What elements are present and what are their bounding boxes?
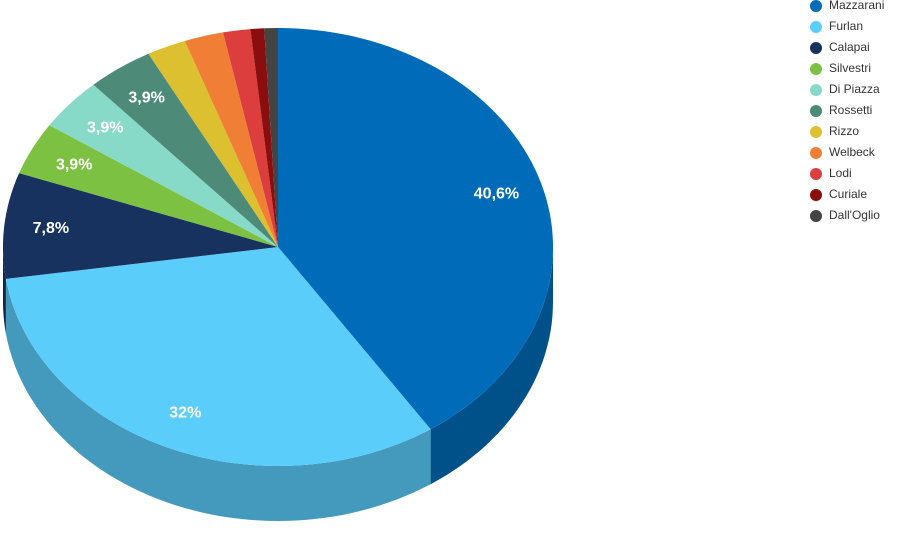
pie-slice bbox=[5, 247, 431, 466]
legend-marker bbox=[810, 21, 822, 33]
legend-marker bbox=[810, 210, 822, 222]
value-label: 7,8% bbox=[33, 220, 69, 237]
legend-marker bbox=[810, 189, 822, 201]
pie-slice-side bbox=[430, 247, 553, 485]
legend-text: Dall'Oglio bbox=[829, 208, 880, 222]
pie-slice-side bbox=[5, 278, 431, 521]
legend-text: Calapai bbox=[829, 40, 870, 54]
legend-text: Rizzo bbox=[829, 124, 859, 138]
legend-text: Lodi bbox=[829, 166, 852, 180]
pie-slice bbox=[19, 125, 278, 247]
legend-text: Furlan bbox=[829, 19, 863, 33]
legend-marker bbox=[810, 84, 822, 96]
legend-marker bbox=[810, 63, 822, 75]
legend-text: Rossetti bbox=[829, 103, 872, 117]
legend-marker bbox=[810, 0, 822, 12]
legend-marker bbox=[810, 105, 822, 117]
legend-marker bbox=[810, 126, 822, 138]
value-label: 3,9% bbox=[128, 90, 164, 107]
legend-marker bbox=[810, 168, 822, 180]
legend-text: Welbeck bbox=[829, 145, 876, 159]
pie-slice bbox=[278, 28, 553, 430]
value-label: 3,9% bbox=[87, 119, 123, 136]
pie-slice bbox=[148, 41, 278, 247]
pie-slice bbox=[264, 28, 278, 247]
legend-marker bbox=[810, 147, 822, 159]
legend-text: Silvestri bbox=[829, 61, 871, 75]
value-label: 40,6% bbox=[474, 186, 519, 203]
value-label: 3,9% bbox=[56, 156, 92, 173]
legend-marker bbox=[810, 42, 822, 54]
pie-slice bbox=[250, 28, 278, 247]
pie-slice bbox=[93, 53, 279, 247]
legend-text: Di Piazza bbox=[829, 82, 880, 96]
pie-slice bbox=[49, 84, 279, 247]
pie-slice-side bbox=[3, 247, 6, 334]
pie-slice bbox=[3, 173, 278, 279]
legend-text: Mazzarani bbox=[829, 0, 884, 12]
pie-slice bbox=[184, 32, 278, 248]
pie-slice bbox=[223, 29, 278, 247]
legend-text: Curiale bbox=[829, 187, 867, 201]
value-label: 32% bbox=[169, 404, 201, 421]
